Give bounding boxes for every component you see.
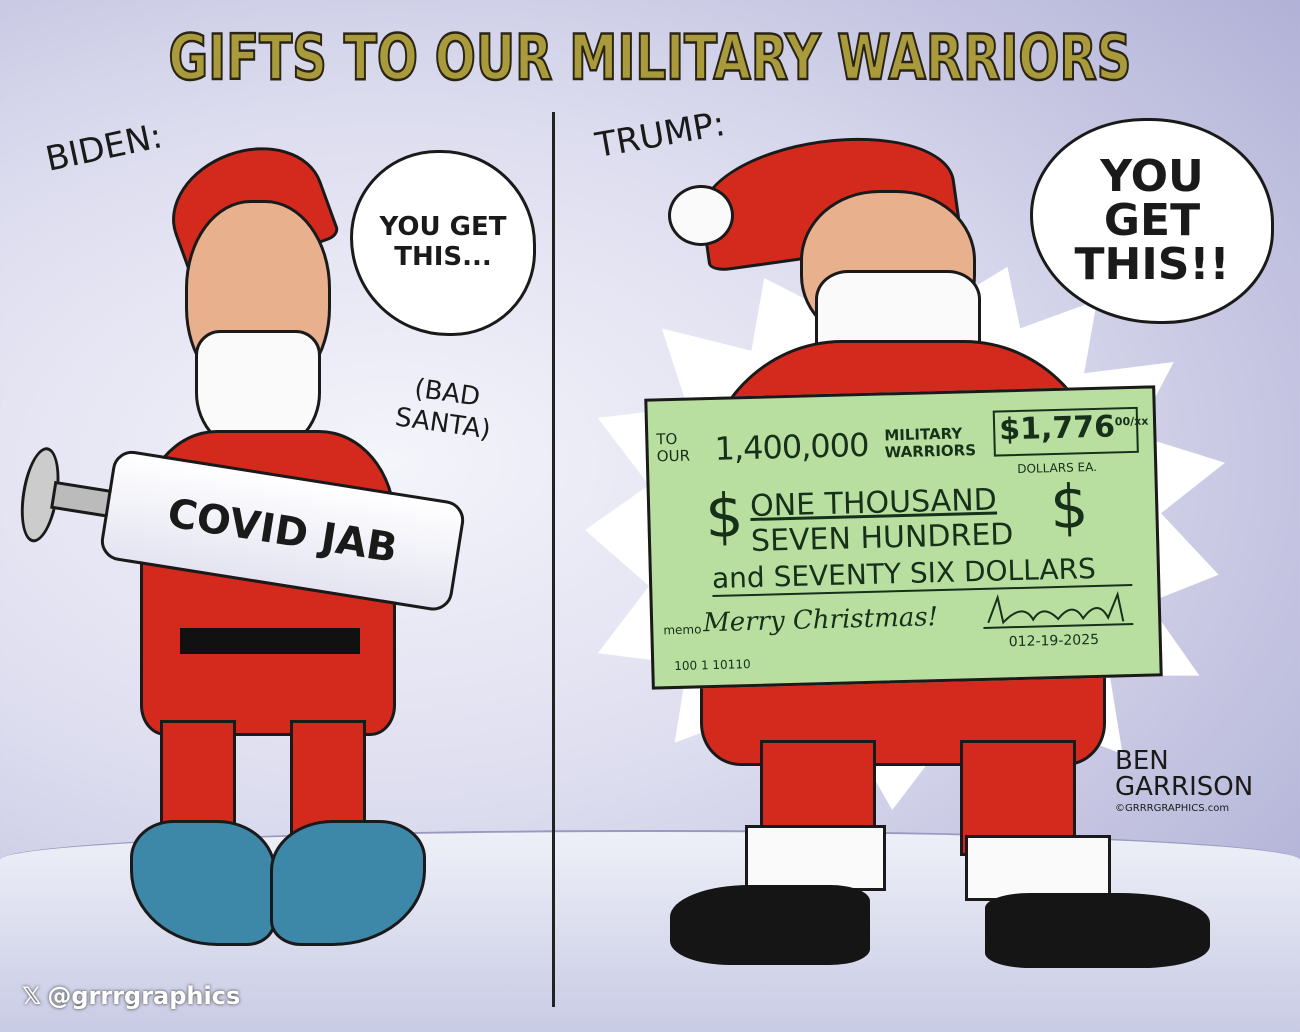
x-logo-icon: 𝕏	[22, 982, 42, 1010]
check-payee-name: MILITARY WARRIORS	[884, 424, 977, 461]
watermark: 𝕏 @grrrgraphics	[22, 982, 240, 1010]
trump-boot-right	[985, 893, 1210, 968]
artist-signature: BEN GARRISON ©GRRRGRAPHICS.com	[1115, 748, 1253, 814]
artist-first-name: BEN	[1115, 746, 1169, 776]
biden-label: BIDEN:	[42, 116, 166, 180]
trump-boot-cuff-right	[965, 835, 1111, 901]
cartoon-title: GIFTS TO OUR MILITARY WARRIORS	[167, 20, 1132, 96]
trump-label: TRUMP:	[592, 103, 729, 167]
trump-speech-text: YOU GET THIS!!	[1074, 151, 1230, 290]
check-cents: 00/xx	[1114, 414, 1149, 429]
giant-check: TO OUR 1,400,000 MILITARY WARRIORS $1,77…	[644, 385, 1163, 690]
bad-santa-aside: (BAD SANTA)	[393, 373, 493, 446]
trump-boot-cuff-left	[745, 825, 886, 891]
hat-pompom	[668, 185, 734, 246]
biden-leg-left	[160, 720, 236, 836]
watermark-handle: @grrrgraphics	[47, 982, 241, 1010]
check-routing-number: 100 1 10110	[674, 657, 751, 674]
trump-speech-bubble: YOU GET THIS!!	[1030, 118, 1274, 324]
check-signature-scribble	[983, 591, 1134, 629]
check-memo: Merry Christmas!	[702, 602, 939, 639]
dollar-sign-right: $	[1049, 472, 1090, 544]
covid-jab-label: COVID JAB	[164, 489, 401, 572]
artist-website: ©GRRRGRAPHICS.com	[1115, 803, 1230, 814]
biden-belt	[180, 628, 360, 654]
biden-leg-right	[290, 720, 366, 836]
biden-speech-text: YOU GET THIS...	[379, 212, 507, 272]
check-date: 012-19-2025	[1008, 631, 1100, 651]
trump-boot-left	[670, 885, 870, 965]
biden-elf-boot-left	[130, 820, 276, 946]
check-written-line2: SEVEN HUNDRED	[750, 517, 1014, 559]
artist-last-name: GARRISON	[1115, 772, 1254, 802]
biden-speech-bubble: YOU GET THIS...	[350, 150, 536, 336]
dollar-sign-left: $	[704, 481, 745, 553]
check-amount-box: $1,77600/xx	[992, 406, 1149, 457]
panel-divider	[552, 112, 555, 1007]
check-payee-count: 1,400,000	[714, 425, 869, 468]
check-amount: $1,776	[998, 409, 1116, 448]
check-memo-label: memo	[663, 622, 702, 638]
check-payee-prefix: TO OUR	[656, 429, 691, 465]
